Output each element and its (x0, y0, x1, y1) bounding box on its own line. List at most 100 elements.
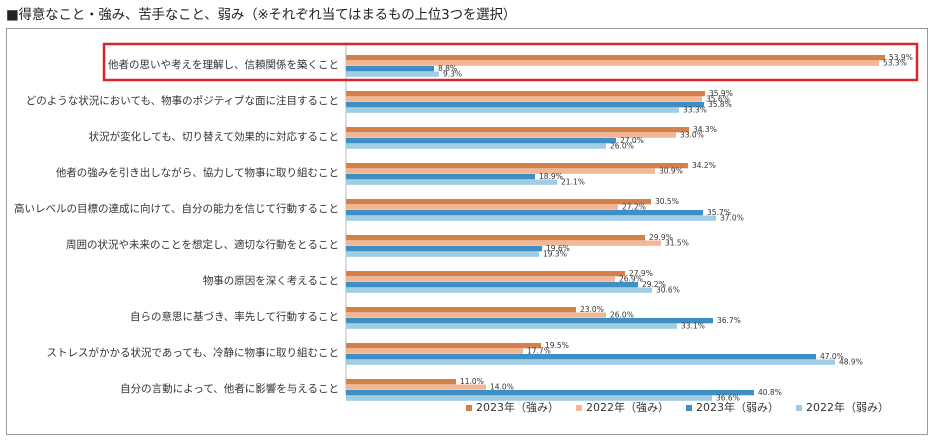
value-label: 48.9% (839, 357, 863, 366)
bar (346, 348, 523, 354)
category-label: 自らの意思に基づき、率先して行動すること (130, 310, 339, 323)
bar (346, 395, 712, 401)
bar (346, 235, 645, 241)
bar (346, 55, 885, 61)
bar (346, 138, 616, 144)
legend-item: 2023年（弱み） (696, 400, 779, 414)
value-label: 33.3% (683, 105, 707, 114)
highlight-box (102, 42, 919, 82)
chart-frame (6, 28, 928, 435)
category-label: ストレスがかかる状況であっても、冷静に物事に取り組むこと (46, 346, 339, 359)
value-label: 31.5% (665, 238, 689, 247)
value-label: 33.1% (681, 321, 705, 330)
value-label: 35.6% (706, 94, 730, 103)
value-label: 53.9% (889, 53, 913, 62)
category-label: 自分の言動によって、他者に影響を与えること (120, 382, 339, 395)
value-label: 35.8% (708, 100, 732, 109)
bar (346, 359, 835, 365)
bar (346, 390, 754, 396)
value-label: 21.1% (561, 177, 585, 186)
category-label: どのような状況においても、物事のポジティブな面に注目すること (26, 94, 339, 107)
value-label: 27.0% (620, 136, 644, 145)
value-label: 35.7% (707, 208, 731, 217)
value-label: 9.3% (443, 69, 462, 78)
value-label: 18.9% (539, 172, 563, 181)
category-label: 物事の原因を深く考えること (203, 274, 339, 287)
value-label: 23.0% (580, 305, 604, 314)
bar (346, 271, 625, 277)
bar (346, 384, 486, 390)
bar (346, 179, 557, 185)
bar (346, 318, 713, 324)
value-label: 30.6% (656, 285, 680, 294)
value-label: 8.8% (438, 64, 457, 73)
bar (346, 354, 816, 360)
bar (346, 174, 535, 180)
bar (346, 163, 688, 169)
value-label: 26.0% (610, 310, 634, 319)
value-label: 33.0% (680, 130, 704, 139)
bar (346, 240, 661, 246)
value-label: 53.3% (883, 58, 907, 67)
bar (346, 379, 456, 385)
legend-item: 2022年（強み） (586, 400, 669, 414)
page-title: ■得意なこと・強み、苦手なこと、弱み（※それぞれ当てはまるもの上位3つを選択） (6, 7, 517, 23)
bar (346, 282, 638, 288)
bar (346, 66, 434, 72)
value-label: 26.0% (610, 141, 634, 150)
category-label: 他者の強みを引き出しながら、協力して物事に取り組むこと (56, 166, 339, 179)
bar (346, 343, 541, 349)
value-label: 30.9% (659, 166, 683, 175)
bar (346, 107, 679, 113)
value-label: 37.0% (720, 213, 744, 222)
bar (346, 91, 705, 97)
value-label: 27.2% (622, 202, 646, 211)
value-label: 35.9% (709, 89, 733, 98)
legend-swatch (686, 405, 692, 411)
value-label: 30.5% (655, 197, 679, 206)
value-label: 26.9% (619, 274, 643, 283)
bar (346, 127, 689, 133)
legend-item: 2023年（強み） (476, 400, 559, 414)
value-label: 19.6% (546, 244, 570, 253)
category-label: 他者の思いや考えを理解し、信頼関係を築くこと (108, 58, 339, 71)
bar (346, 251, 539, 257)
legend-swatch (466, 405, 472, 411)
value-label: 34.3% (693, 125, 717, 134)
category-label: 周囲の状況や未来のことを想定し、適切な行動をとること (66, 238, 339, 251)
value-label: 36.6% (716, 393, 740, 402)
bar (346, 168, 655, 174)
bar (346, 210, 703, 216)
value-label: 36.7% (717, 316, 741, 325)
legend-swatch (576, 405, 582, 411)
bar (346, 143, 606, 149)
bar (346, 323, 677, 329)
bar (346, 287, 652, 293)
value-label: 19.3% (543, 249, 567, 258)
bar (346, 102, 704, 108)
value-label: 29.2% (642, 280, 666, 289)
value-label: 40.8% (758, 388, 782, 397)
bar (346, 132, 676, 138)
category-label: 高いレベルの目標の達成に向けて、自分の能力を信じて行動すること (14, 202, 339, 215)
bar (346, 199, 651, 205)
value-label: 19.5% (545, 341, 569, 350)
value-label: 47.0% (820, 352, 844, 361)
value-label: 14.0% (490, 382, 514, 391)
category-label: 状況が変化しても、切り替えて効果的に対応すること (89, 130, 339, 143)
bar (346, 215, 716, 221)
bar (346, 96, 702, 102)
bar (346, 312, 606, 318)
value-label: 11.0% (460, 377, 484, 386)
bar (346, 60, 879, 66)
legend-swatch (796, 405, 802, 411)
bar (346, 276, 615, 282)
bar (346, 204, 618, 210)
value-label: 17.7% (527, 346, 551, 355)
bar (346, 71, 439, 77)
bar (346, 246, 542, 252)
value-label: 27.9% (629, 269, 653, 278)
value-label: 29.9% (649, 233, 673, 242)
value-label: 34.2% (692, 161, 716, 170)
